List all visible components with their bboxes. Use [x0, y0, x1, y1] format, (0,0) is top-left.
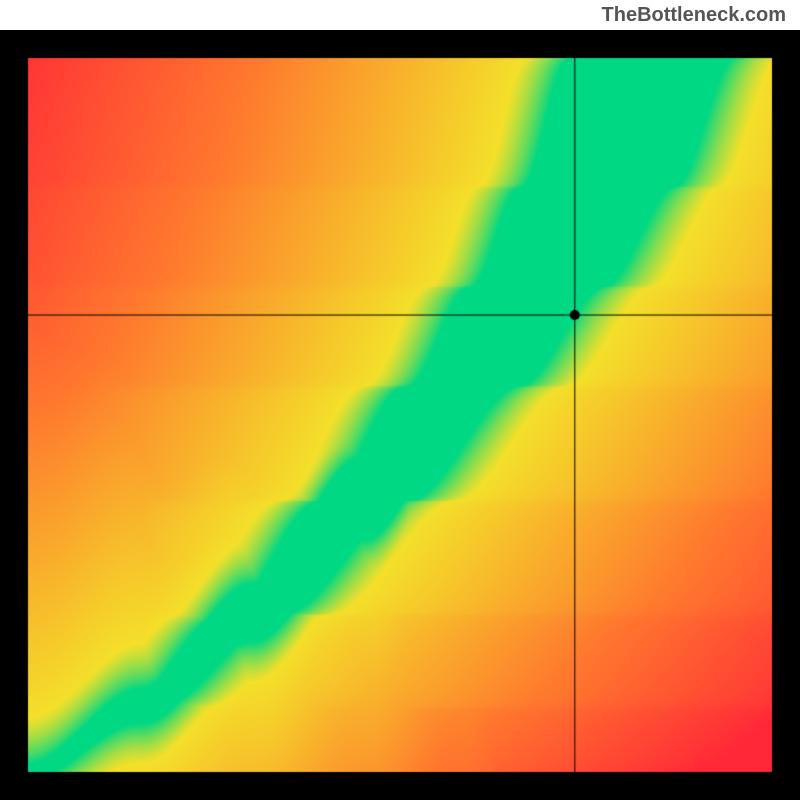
- watermark-text: TheBottleneck.com: [602, 4, 786, 27]
- heatmap-canvas: [0, 30, 800, 800]
- heatmap-chart: [0, 30, 800, 800]
